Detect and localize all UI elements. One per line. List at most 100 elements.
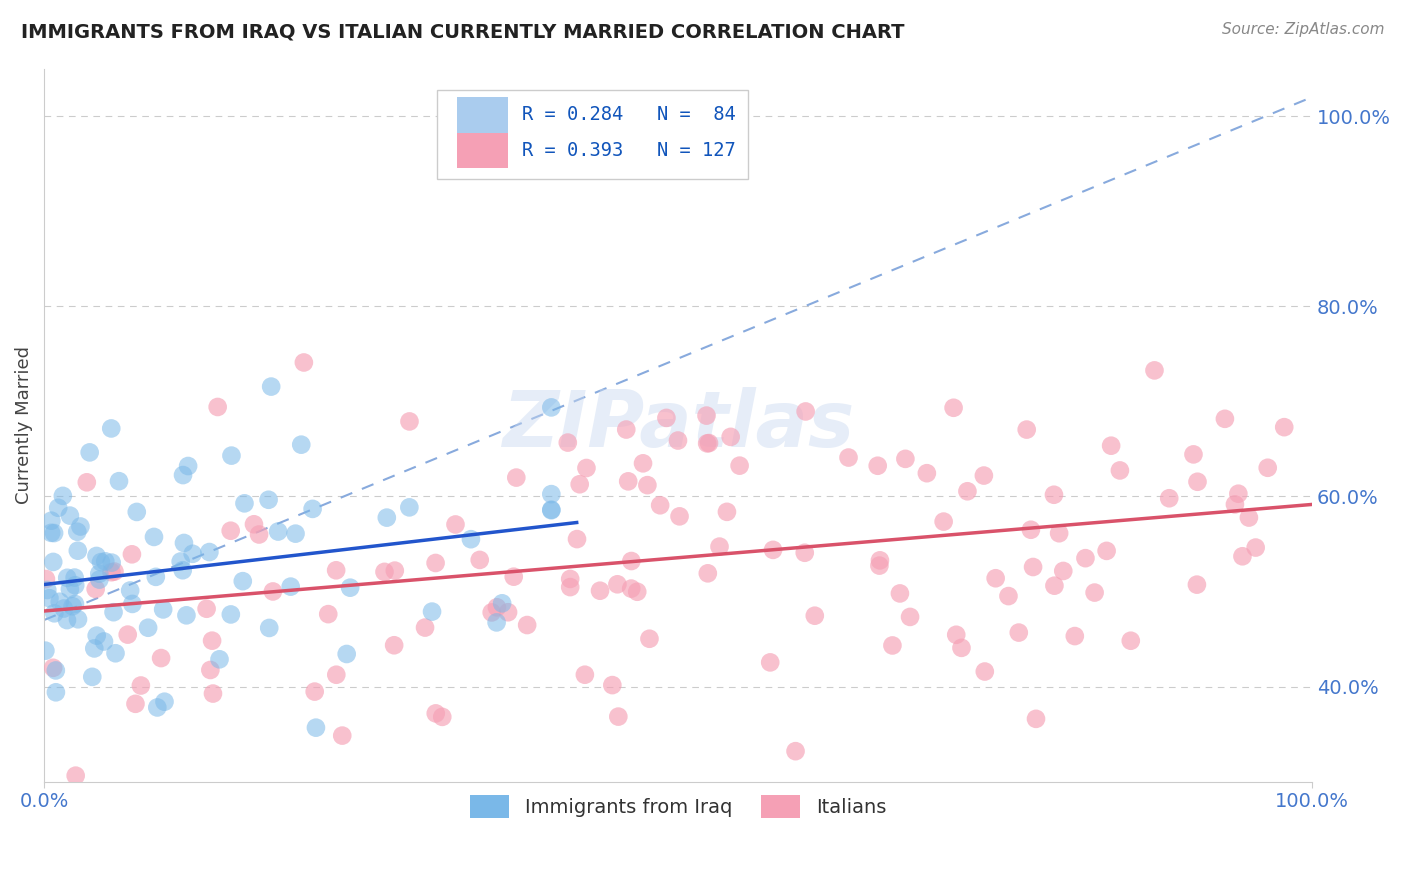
Point xyxy=(260,379,283,393)
Point xyxy=(1244,541,1267,555)
Point xyxy=(94,554,117,568)
Point xyxy=(63,571,86,585)
Point xyxy=(420,605,443,619)
Point xyxy=(614,423,637,437)
Point xyxy=(262,584,284,599)
Point xyxy=(129,679,152,693)
Point xyxy=(945,628,967,642)
Point xyxy=(496,605,519,619)
Point xyxy=(1063,629,1085,643)
Point xyxy=(37,582,59,597)
Point xyxy=(136,621,159,635)
Point xyxy=(1185,577,1208,591)
Text: Source: ZipAtlas.com: Source: ZipAtlas.com xyxy=(1222,22,1385,37)
FancyBboxPatch shape xyxy=(457,97,508,133)
Point xyxy=(84,582,107,596)
Point xyxy=(1257,460,1279,475)
Point xyxy=(540,401,562,415)
Point xyxy=(65,769,87,783)
Point xyxy=(898,610,921,624)
Point xyxy=(1272,420,1295,434)
Point xyxy=(56,571,79,585)
Point xyxy=(557,435,579,450)
Point xyxy=(1047,526,1070,541)
Point xyxy=(1095,544,1118,558)
Point xyxy=(62,599,84,614)
Point xyxy=(232,574,254,589)
Point xyxy=(83,641,105,656)
Point xyxy=(208,652,231,666)
Point xyxy=(284,526,307,541)
Point xyxy=(666,434,689,448)
Point xyxy=(63,578,86,592)
Point xyxy=(42,526,65,541)
Point xyxy=(620,554,643,568)
Point xyxy=(52,601,75,615)
Point xyxy=(145,570,167,584)
Point xyxy=(894,451,917,466)
Point xyxy=(1052,564,1074,578)
Point xyxy=(794,404,817,418)
Point xyxy=(568,477,591,491)
Text: R = 0.284   N =  84: R = 0.284 N = 84 xyxy=(522,105,735,124)
Point xyxy=(1237,510,1260,524)
Point xyxy=(1109,463,1132,477)
Point xyxy=(984,571,1007,585)
Point xyxy=(301,501,323,516)
Point xyxy=(195,601,218,615)
Point xyxy=(305,721,328,735)
Point xyxy=(468,553,491,567)
Point xyxy=(560,580,582,594)
Point xyxy=(1159,491,1181,506)
Point xyxy=(804,608,827,623)
Point xyxy=(90,555,112,569)
Point xyxy=(146,700,169,714)
Point xyxy=(257,621,280,635)
Point xyxy=(52,489,75,503)
Point xyxy=(176,608,198,623)
Point xyxy=(1074,551,1097,566)
Point xyxy=(42,555,65,569)
Point xyxy=(35,572,58,586)
Point xyxy=(103,565,125,579)
Point xyxy=(153,695,176,709)
Point xyxy=(973,468,995,483)
Point xyxy=(432,710,454,724)
Legend: Immigrants from Iraq, Italians: Immigrants from Iraq, Italians xyxy=(463,788,894,825)
Point xyxy=(620,582,643,596)
Point xyxy=(668,509,690,524)
Point xyxy=(108,474,131,488)
Point xyxy=(69,519,91,533)
Point xyxy=(398,500,420,515)
Point xyxy=(121,547,143,561)
Point xyxy=(560,572,582,586)
Point xyxy=(280,580,302,594)
Point xyxy=(172,468,194,483)
Point xyxy=(932,515,955,529)
Point xyxy=(76,475,98,490)
Point xyxy=(1019,523,1042,537)
Point xyxy=(1015,423,1038,437)
Point xyxy=(1213,412,1236,426)
Point xyxy=(181,547,204,561)
Point xyxy=(540,487,562,501)
Point xyxy=(617,475,640,489)
Point xyxy=(66,543,89,558)
Point xyxy=(201,633,224,648)
Point xyxy=(34,643,56,657)
Point xyxy=(575,461,598,475)
Point xyxy=(973,665,995,679)
Point xyxy=(1223,497,1246,511)
Point xyxy=(375,510,398,524)
Point xyxy=(889,586,911,600)
Point xyxy=(1084,585,1107,599)
Point xyxy=(339,581,361,595)
Point xyxy=(89,566,111,581)
Point xyxy=(882,639,904,653)
Point xyxy=(1182,447,1205,461)
Point xyxy=(540,503,562,517)
Point xyxy=(38,591,60,606)
Text: ZIPatlas: ZIPatlas xyxy=(502,387,855,463)
Point xyxy=(257,492,280,507)
Point xyxy=(1008,625,1031,640)
